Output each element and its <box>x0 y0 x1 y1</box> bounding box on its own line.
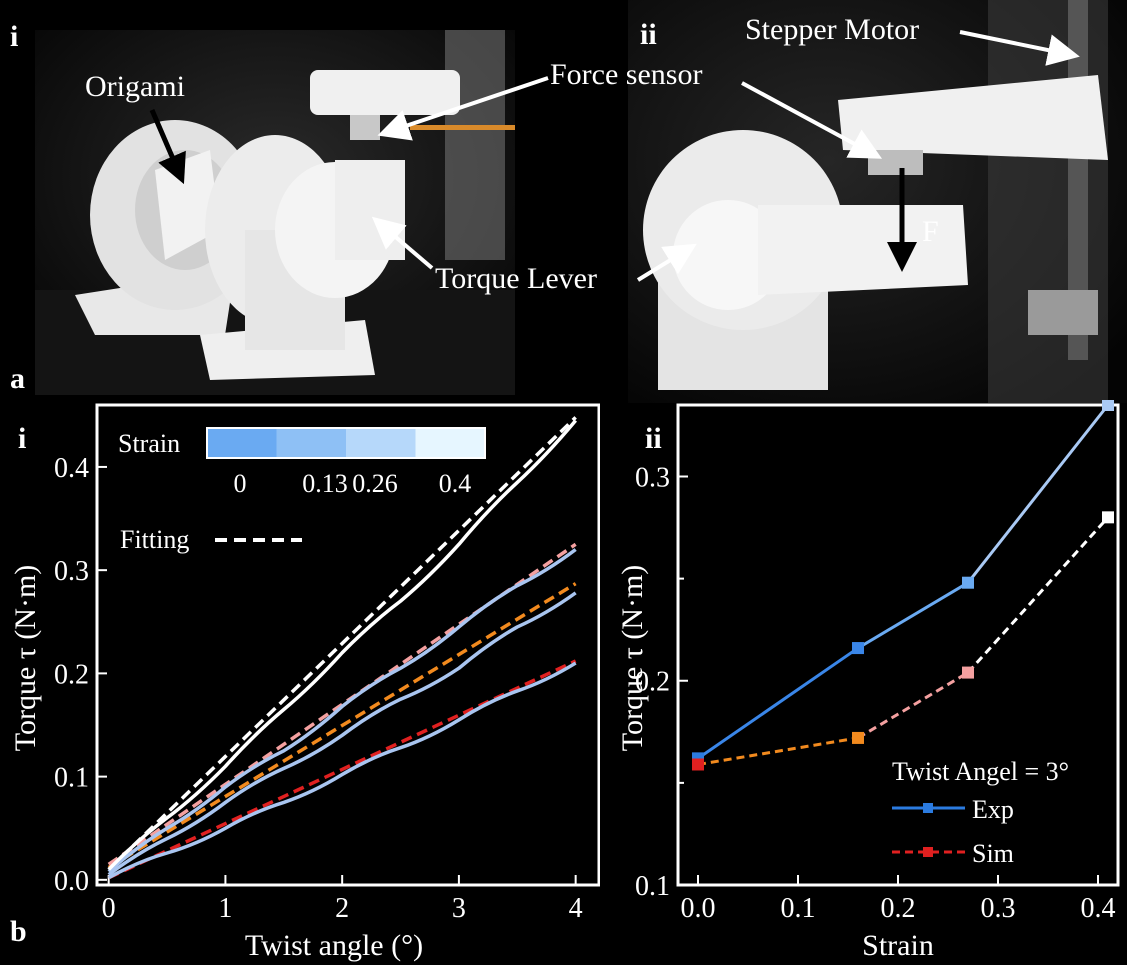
x-tick-label-4: 4 <box>569 893 583 924</box>
segment-sim-1 <box>697 736 859 766</box>
x-tick-label-1: 1 <box>218 893 232 924</box>
y-axis-label: Torque τ (N·m) <box>616 565 649 752</box>
label-origami: Origami <box>85 70 185 103</box>
annotation-twist-angle: Twist Angel = 3° <box>892 757 1069 786</box>
x-axis-label: Strain <box>862 929 934 962</box>
data-curve-strain-0.13 <box>107 591 577 877</box>
panel-a-sub-i: i <box>10 20 19 53</box>
arrow-torque-lever-right <box>636 243 697 282</box>
colorbar-tick-label-3: 0.4 <box>439 469 472 498</box>
panel-a-letter: a <box>10 362 25 395</box>
y-tick-label-3: 0.3 <box>54 556 89 587</box>
x-tick-label-2: 2 <box>335 893 349 924</box>
segment-exp-3 <box>966 404 1110 584</box>
x-tick-label-0: 0 <box>102 893 116 924</box>
legend-fitting-label: Fitting <box>120 525 189 554</box>
colorbar-segment-0 <box>207 428 277 458</box>
arrow-torque-lever-left <box>371 216 434 270</box>
label-torque-lever: Torque Lever <box>435 262 597 295</box>
photo-test-rig-side <box>35 30 515 395</box>
x-tick-label-4: 0.4 <box>1081 893 1116 924</box>
arrow-origami <box>149 109 186 185</box>
y-tick-label-0: 0.0 <box>54 866 89 897</box>
segment-exp-2 <box>857 581 969 650</box>
y-tick-label-4: 0.4 <box>54 453 89 484</box>
y-tick-label-1: 0.1 <box>54 763 89 794</box>
y-tick-label-2: 0.3 <box>635 462 670 493</box>
marker-sim-2 <box>962 666 974 679</box>
y-tick-label-2: 0.2 <box>54 659 89 690</box>
panel-b-sub-ii: ii <box>645 422 662 455</box>
y-axis-label: Torque τ (N·m) <box>9 565 42 752</box>
colorbar-segment-3 <box>415 428 485 458</box>
segment-sim-3 <box>966 516 1110 674</box>
label-force-sensor: Force sensor <box>550 58 703 91</box>
colorbar-frame <box>206 427 486 459</box>
colorbar-tick-label-1: 0.13 <box>302 469 348 498</box>
x-tick-label-1: 0.1 <box>781 893 816 924</box>
arrow-force-sensor-right <box>741 81 883 159</box>
torque-vs-strain-chart: 0.0 0.1 0.2 0.3 0.4 0.1 0.2 0.3 Twist Angel = 3… <box>616 400 1120 962</box>
colorbar-tick-label-2: 0.26 <box>352 469 398 498</box>
arrow-force-sensor-left <box>377 76 549 141</box>
marker-exp-1 <box>852 642 864 655</box>
segment-exp-1 <box>697 646 859 760</box>
marker-sim-3 <box>1102 511 1114 524</box>
marker-exp-2 <box>962 576 974 589</box>
colorbar-tick-label-0: 0 <box>234 469 247 498</box>
data-curve-strain-0.4 <box>107 419 577 871</box>
colorbar-segment-2 <box>346 428 416 458</box>
plot-frame <box>95 403 600 887</box>
x-tick-label-3: 0.3 <box>981 893 1016 924</box>
y-tick-label-1: 0.2 <box>635 667 670 698</box>
fit-line-strain-0.13 <box>107 582 577 869</box>
legend-strain-title: Strain <box>118 429 180 458</box>
y-tick-label-0: 0.1 <box>635 871 670 902</box>
photo-illustration-side <box>35 30 515 395</box>
callout-arrows <box>149 30 1080 282</box>
marker-sim-0 <box>692 758 704 771</box>
arrow-stepper-motor <box>959 30 1080 66</box>
marker-sim-1 <box>852 731 864 744</box>
torque-vs-twist-angle-chart: 0 1 2 3 4 0.0 0.1 0.2 0.3 0.4 Strain 0 0.13 0.26 0.4… <box>9 403 600 962</box>
panel-b-letter: b <box>10 915 27 948</box>
fit-line-strain-0 <box>107 659 577 880</box>
legend-sim-label: Sim <box>972 839 1014 868</box>
panel-a-sub-ii: ii <box>640 18 657 51</box>
fit-line-strain-0.4 <box>107 416 577 871</box>
label-force: F <box>922 215 939 248</box>
panel-b-sub-i: i <box>18 422 27 455</box>
marker-exp-3 <box>1102 400 1114 411</box>
x-tick-label-2: 0.2 <box>881 893 916 924</box>
segment-sim-2 <box>857 671 969 740</box>
photo-test-rig-front <box>628 0 1127 403</box>
legend-exp-marker <box>923 803 933 813</box>
photo-illustration-front <box>628 0 1127 403</box>
x-axis-label: Twist angle (°) <box>245 929 423 962</box>
legend-sim-marker <box>923 847 933 857</box>
legend-exp-label: Exp <box>972 795 1014 824</box>
x-tick-label-3: 3 <box>452 893 466 924</box>
label-stepper-motor: Stepper Motor <box>745 13 920 46</box>
data-curve-strain-0.26 <box>107 548 577 873</box>
colorbar-segment-1 <box>276 428 346 458</box>
data-curve-strain-0 <box>107 661 577 880</box>
fit-line-strain-0.26 <box>107 542 577 866</box>
x-tick-label-0: 0.0 <box>681 893 716 924</box>
